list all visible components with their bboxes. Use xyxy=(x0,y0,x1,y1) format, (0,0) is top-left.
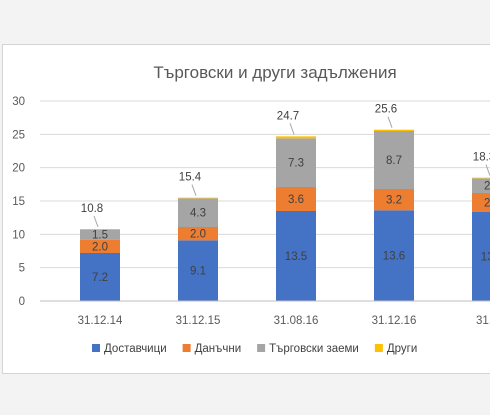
total-leader-line xyxy=(289,123,295,135)
legend-label: Доставчици xyxy=(104,343,167,355)
bar-segment-4 xyxy=(276,136,316,139)
legend-item: Търговски заеми xyxy=(257,343,359,355)
bar-segment-1 xyxy=(276,211,316,301)
bar-segment-4 xyxy=(374,129,414,131)
legend-swatch xyxy=(374,344,383,352)
legend-label: Данъчни xyxy=(195,343,242,355)
bars xyxy=(80,129,490,301)
legend: Доставчици Данъчни Търговски заеми Други xyxy=(92,343,417,355)
segment-data-label: 7.3 xyxy=(288,158,304,170)
bar-segment-1 xyxy=(374,210,414,301)
segment-data-label: 13.6 xyxy=(383,251,405,263)
bar-segment-3 xyxy=(80,229,120,240)
y-tick-label: 15 xyxy=(12,196,25,208)
legend-item: Данъчни xyxy=(182,343,242,355)
x-category-label: 31.12.15 xyxy=(176,315,221,327)
legend-item: Други xyxy=(374,343,417,355)
segment-data-label: 4.3 xyxy=(190,208,206,220)
segment-data-label: 2.2 xyxy=(484,181,490,193)
bar-segment-3 xyxy=(178,198,218,227)
bar-segment-2 xyxy=(276,187,316,211)
y-tick-label: 20 xyxy=(12,163,25,175)
segment-data-label: 3.6 xyxy=(288,194,304,206)
bar-segment-4 xyxy=(80,229,120,230)
y-tick-label: 5 xyxy=(19,263,25,275)
y-tick-label: 10 xyxy=(12,229,25,241)
segment-data-label: 1.5 xyxy=(92,230,108,242)
y-tick-label: 30 xyxy=(12,96,25,108)
y-tick-label: 25 xyxy=(12,129,25,141)
bar-segment-1 xyxy=(80,253,120,301)
x-category-label: 31.12.16 xyxy=(372,315,417,327)
legend-swatch xyxy=(257,344,266,352)
x-category-label: 31.01. xyxy=(476,315,490,327)
total-data-label: 25.6 xyxy=(375,104,397,116)
bar-segment-1 xyxy=(178,240,218,301)
segment-data-label: 2.0 xyxy=(190,229,206,241)
segment-data-label: 9.1 xyxy=(190,266,206,278)
chart-title: Търговски и други задължения xyxy=(153,63,396,82)
x-category-label: 31.08.16 xyxy=(274,315,319,327)
legend-swatch xyxy=(92,344,100,352)
bar-segment-2 xyxy=(472,193,490,212)
bar-segment-4 xyxy=(178,197,218,199)
x-category-label: 31.12.14 xyxy=(78,315,123,327)
bar-segment-1 xyxy=(472,211,490,301)
bar-segment-2 xyxy=(178,227,218,241)
total-leader-line xyxy=(387,116,393,128)
bar-segment-2 xyxy=(80,239,120,253)
segment-data-label: 3.2 xyxy=(386,195,402,207)
segment-data-label: 2.0 xyxy=(92,241,108,253)
y-tick-label: 0 xyxy=(19,296,25,308)
segment-data-label: 2.8 xyxy=(484,197,490,209)
total-leader-line xyxy=(93,215,99,228)
bar-segment-3 xyxy=(374,131,414,189)
total-data-label: 24.7 xyxy=(277,110,299,122)
legend-label: Други xyxy=(387,343,417,355)
legend-label: Търговски заеми xyxy=(269,343,359,355)
bar-segment-3 xyxy=(472,178,490,193)
legend-swatch xyxy=(182,344,191,352)
total-leader-line xyxy=(485,164,490,176)
segment-data-label: 7.2 xyxy=(92,272,108,284)
data-labels: 7.22.01.510.89.12.04.315.413.53.67.324.7… xyxy=(81,104,490,284)
total-data-label: 18.3 xyxy=(473,152,490,164)
total-data-label: 10.8 xyxy=(81,203,103,215)
segment-data-label: 13.5 xyxy=(285,251,307,263)
legend-item: Доставчици xyxy=(92,343,167,355)
segment-data-label: 13.4 xyxy=(481,251,490,263)
segment-data-label: 8.7 xyxy=(386,155,402,167)
total-data-label: 15.4 xyxy=(179,172,202,184)
bar-segment-4 xyxy=(472,177,490,179)
bar-segment-3 xyxy=(276,138,316,187)
total-leader-line xyxy=(191,184,197,196)
bar-segment-2 xyxy=(374,189,414,211)
axes: 0 5 10 15 20 25 30 31.12.14 31.12.15 31.08.16 31.1… xyxy=(12,96,490,327)
